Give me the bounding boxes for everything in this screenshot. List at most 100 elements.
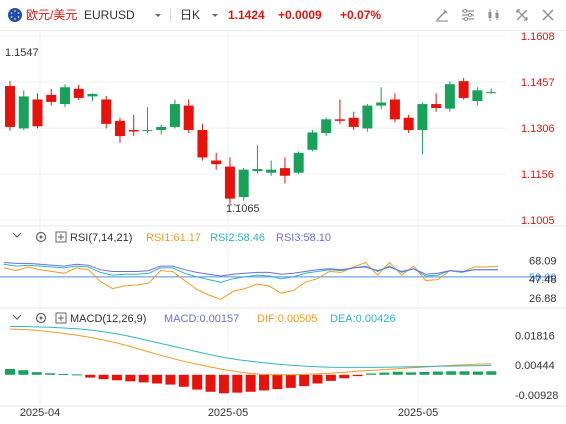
macd-bar [218,374,229,394]
candle-body [403,117,414,130]
period-selector[interactable]: 日K [180,8,201,22]
time-tick-label: 2025-04 [20,407,60,419]
chart-type-icon[interactable] [486,7,502,23]
drawing-tool-icon[interactable] [434,7,450,23]
candle-body [334,119,345,121]
indicator-settings-icon[interactable] [460,7,476,23]
macd-bar [152,374,163,384]
macd-tick-label: -0.00928 [515,390,558,402]
price-tick-label: 1.1457 [521,77,555,89]
candle-body [321,119,332,134]
grid-lines [0,32,566,407]
candle-body [389,99,400,120]
macd-bar [165,374,176,385]
rsi-tick-label: 68.09 [529,256,557,268]
candle-body [444,84,455,109]
candle-body [5,86,15,127]
macd-bar [259,374,270,391]
candle-body [87,93,98,97]
macd-tick-label: 0.00444 [515,360,555,372]
rsi-legend-1: RSI1:61.17 [146,232,201,244]
rsi-toggle-icon[interactable] [55,231,67,243]
macd-toggle-icon[interactable] [55,312,67,324]
macd-bar [85,374,96,378]
rsi-legend-3: RSI3:58.10 [276,232,331,244]
price-tick-label: 1.1005 [521,215,555,227]
candle-body [376,102,387,106]
macd-bar [111,374,122,381]
candle-body [252,169,263,172]
macd-bar [45,373,56,375]
macd-bar [18,370,29,375]
macd-bar [459,371,470,375]
time-tick-label: 2025-05 [398,407,438,419]
candle-body [128,129,139,132]
rsi-tick-label: 26.88 [529,293,557,305]
symbol-dropdown-icon[interactable] [150,7,162,23]
rsi-line-3 [3,262,498,277]
rsi-legend-2: RSI2:58.46 [210,232,265,244]
rsi-series [0,261,553,301]
macd-legend-2: DIF:0.00505 [257,313,318,325]
dea-line [10,326,492,368]
symbol-code: EURUSD [84,8,135,22]
period-dropdown-icon[interactable] [207,7,219,23]
macd-collapse-icon[interactable] [12,314,22,320]
eu-flag-icon [8,8,22,22]
candle-body [293,152,304,173]
macd-bar [339,374,350,379]
macd-bar [138,374,149,383]
candle-body [307,132,318,150]
candle-body [59,87,70,105]
macd-lines [9,326,492,376]
price-tick-label: 1.1306 [521,123,555,135]
macd-bar [71,374,82,376]
close-icon[interactable] [540,7,556,23]
macd-bar [285,374,296,388]
macd-bar [5,368,15,375]
macd-bar [245,374,256,392]
macd-axis: 0.01816 0.00444 -0.00928 [515,330,558,402]
candle-body [224,166,235,199]
macd-legend-1: MACD:0.00157 [164,313,239,325]
macd-bar [365,373,376,375]
last-price: 1.1424 [228,8,265,22]
candle-body [266,169,277,173]
rsi-title: RSI(7,14,21) [70,232,132,244]
price-change: +0.0009 [278,8,322,22]
candle-body [279,168,290,176]
macd-bar [392,371,403,375]
rsi-settings-icon[interactable] [35,231,47,243]
candle-body [46,94,57,102]
candle-body [142,129,153,131]
price-axis: 1.1608 1.1457 1.1306 1.1156 1.1005 [521,31,555,227]
rsi-line-1 [3,261,499,301]
macd-bar [419,371,430,375]
candle-body [417,104,428,130]
macd-bar [272,374,283,390]
candle-body [211,160,222,165]
candle-body [458,81,469,98]
macd-bar [312,374,323,384]
macd-bar [472,371,483,375]
candle-body [101,99,112,124]
macd-bar [31,372,42,375]
high-annotation: 1.1547 [5,47,39,59]
price-change-pct: +0.07% [340,8,382,22]
macd-settings-icon[interactable] [35,312,47,324]
rsi-collapse-icon[interactable] [12,232,22,238]
price-tick-label: 1.1608 [521,31,555,43]
macd-bar [232,374,243,393]
macd-bar [379,372,390,375]
fullscreen-icon[interactable] [514,7,530,23]
macd-bar [352,374,363,377]
macd-bar [406,372,417,375]
macd-legend: MACD(12,26,9) MACD:0.00157 DIF:0.00505 D… [12,312,395,325]
header-divider [170,8,171,22]
macd-bar [432,371,443,375]
macd-title: MACD(12,26,9) [70,313,146,325]
rsi-tick-label: 47.48 [529,274,557,286]
